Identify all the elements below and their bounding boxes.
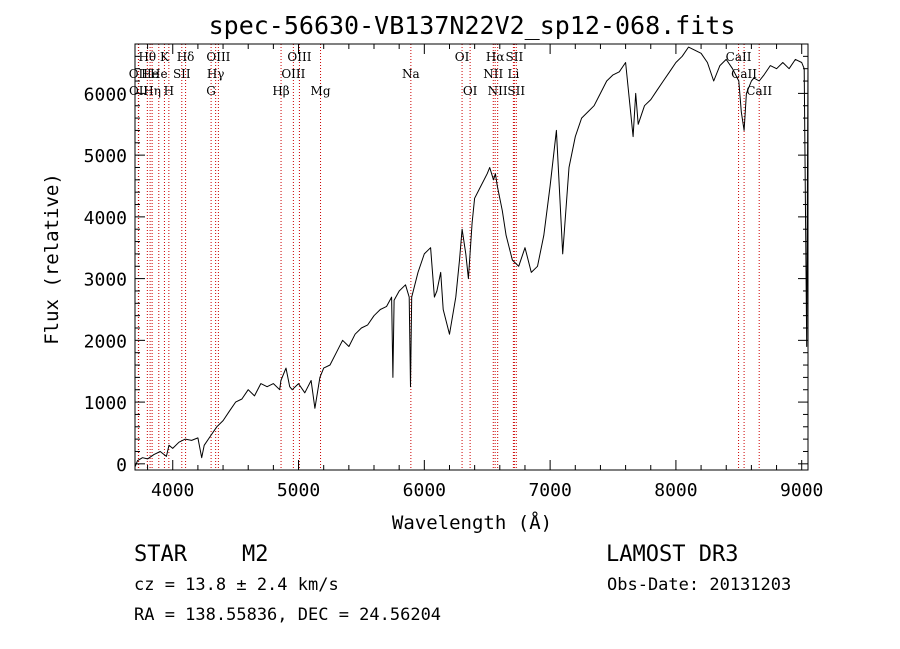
line-label: NII — [483, 67, 503, 81]
line-label: K — [160, 50, 170, 64]
y-tick-label: 0 — [116, 455, 127, 476]
line-label: SII — [507, 84, 525, 98]
line-label: Hδ — [177, 50, 195, 64]
line-label: Hβ — [272, 84, 289, 98]
x-tick-label: 4000 — [151, 480, 194, 501]
x-tick-label: 8000 — [654, 480, 697, 501]
survey-name: LAMOST DR3 — [606, 542, 738, 567]
x-axis-ticks: 4000 5000 6000 7000 8000 9000 — [147, 44, 823, 501]
line-label: H — [164, 84, 174, 98]
y-tick-label: 1000 — [84, 393, 127, 414]
line-label: Hθ — [138, 50, 156, 64]
line-label: OIII — [206, 50, 230, 64]
line-label: He — [141, 67, 159, 81]
y-tick-label: 3000 — [84, 270, 127, 291]
x-tick-label: 5000 — [277, 480, 320, 501]
x-axis-label: Wavelength (Å) — [392, 511, 552, 534]
y-tick-label: 4000 — [84, 208, 127, 229]
line-markers — [137, 44, 760, 470]
line-label: Li — [507, 67, 519, 81]
redshift-cz: cz = 13.8 ± 2.4 km/s — [134, 575, 339, 595]
y-tick-label: 2000 — [84, 331, 127, 352]
observation-date: Obs-Date: 20131203 — [607, 575, 791, 595]
line-label: SII — [173, 67, 191, 81]
object-subclass: M2 — [242, 542, 269, 567]
line-label: CaII — [731, 67, 757, 81]
object-class: STAR — [134, 542, 188, 567]
x-tick-label: 6000 — [403, 480, 446, 501]
chart-title: spec-56630-VB137N22V2_sp12-068.fits — [209, 11, 736, 40]
y-axis-ticks: 0 1000 2000 3000 4000 5000 6000 — [84, 55, 808, 476]
line-label: Mg — [311, 84, 331, 98]
line-label: Hγ — [207, 67, 225, 81]
flux-series — [134, 46, 809, 468]
x-tick-label: 9000 — [780, 480, 823, 501]
line-label: OIII — [281, 67, 305, 81]
line-label: NII — [488, 84, 508, 98]
line-label: Hη — [143, 84, 161, 98]
line-label: SII — [506, 50, 524, 64]
coordinates: RA = 138.55836, DEC = 24.56204 — [134, 605, 441, 625]
x-tick-label: 7000 — [528, 480, 571, 501]
y-tick-label: 5000 — [84, 146, 127, 167]
y-axis-label: Flux (relative) — [41, 173, 63, 345]
line-label: Na — [402, 67, 420, 81]
series-line-flux — [134, 46, 809, 468]
line-label: CaII — [726, 50, 752, 64]
line-label: G — [206, 84, 216, 98]
line-label: OII — [129, 84, 149, 98]
y-tick-label: 6000 — [84, 84, 127, 105]
line-label: CaII — [746, 84, 772, 98]
line-label: OII — [129, 67, 149, 81]
line-label: OI — [463, 84, 478, 98]
plot-frame — [134, 43, 809, 471]
line-label: He — [150, 67, 168, 81]
line-label: OIII — [287, 50, 311, 64]
line-label: Hα — [486, 50, 505, 64]
line-label: OI — [455, 50, 470, 64]
